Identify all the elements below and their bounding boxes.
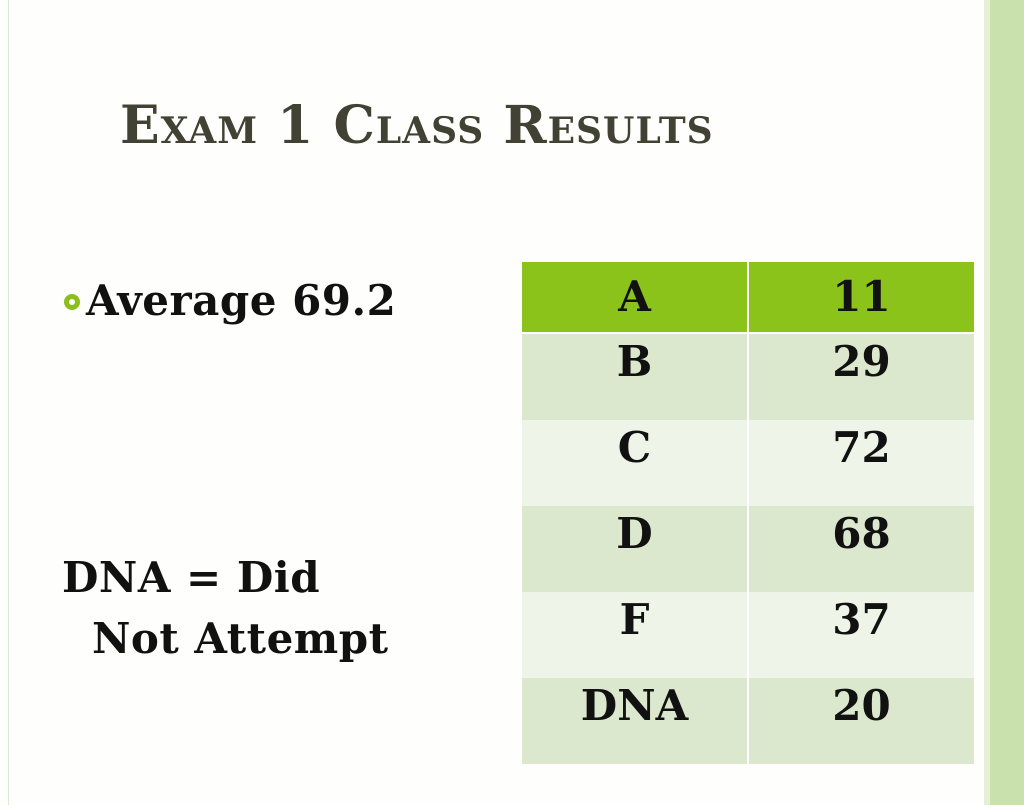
count-cell: 20	[748, 678, 974, 764]
right-accent-band-thin	[984, 0, 990, 805]
table-row: F 37	[522, 592, 974, 678]
right-accent-band	[990, 0, 1024, 805]
bullet-ring-icon	[64, 294, 80, 310]
grade-cell: A	[522, 262, 749, 334]
grade-cell: DNA	[522, 678, 749, 764]
grade-cell: B	[522, 333, 749, 420]
count-cell: 11	[748, 262, 974, 334]
table-row: B 29	[522, 333, 974, 420]
count-cell: 29	[748, 333, 974, 420]
table-row: C 72	[522, 420, 974, 506]
count-cell: 68	[748, 506, 974, 592]
table-row: A 11	[522, 262, 974, 334]
dna-note-line1: DNA = Did	[62, 553, 321, 602]
table-row: DNA 20	[522, 678, 974, 764]
count-cell: 37	[748, 592, 974, 678]
average-bullet: Average 69.2	[64, 270, 396, 330]
grade-table: A 11 B 29 C 72 D 68 F 37 DNA 20	[522, 262, 974, 764]
slide-title: Exam 1 Class Results	[120, 95, 714, 156]
grade-cell: C	[522, 420, 749, 506]
count-cell: 72	[748, 420, 974, 506]
table-row: D 68	[522, 506, 974, 592]
left-divider	[8, 0, 9, 805]
average-text: Average 69.2	[86, 275, 397, 325]
grade-cell: D	[522, 506, 749, 592]
grade-cell: F	[522, 592, 749, 678]
dna-note-line2: Not Attempt	[92, 614, 389, 663]
